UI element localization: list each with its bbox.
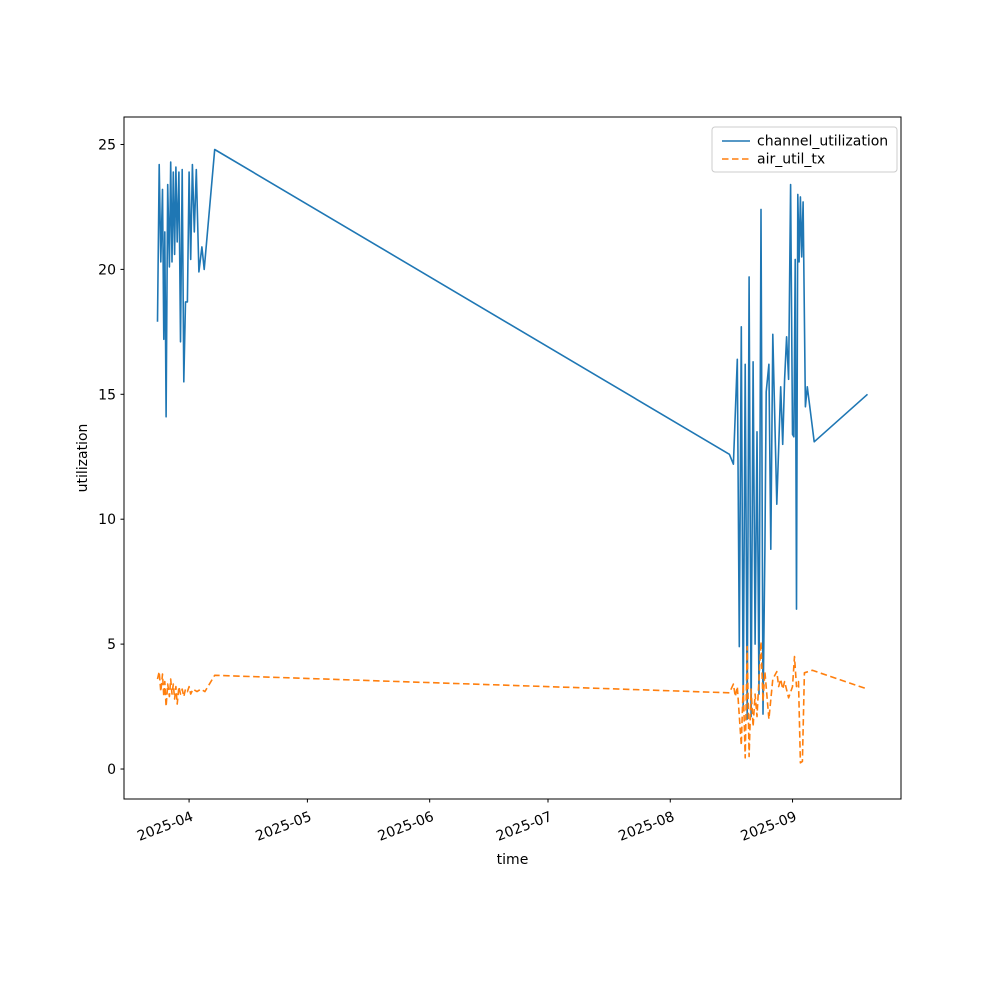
- x-tick-label: 2025-07: [494, 809, 554, 845]
- y-axis-label: utilization: [75, 424, 91, 493]
- x-tick-label: 2025-09: [739, 809, 799, 845]
- y-tick-label: 25: [98, 137, 116, 153]
- x-tick-label: 2025-05: [253, 809, 313, 845]
- legend-label-air_util_tx: air_util_tx: [757, 152, 825, 168]
- legend-label-channel_utilization: channel_utilization: [757, 134, 888, 150]
- y-tick-label: 20: [98, 262, 116, 278]
- legend-box: [711, 126, 898, 173]
- x-axis-label: time: [497, 852, 529, 868]
- x-tick-label: 2025-08: [616, 809, 676, 845]
- y-tick-label: 0: [107, 762, 116, 778]
- x-tick-label: 2025-06: [376, 809, 436, 845]
- y-tick-label: 10: [98, 512, 116, 528]
- y-tick-label: 5: [107, 637, 116, 653]
- legend: channel_utilization air_util_tx: [711, 126, 898, 173]
- series-line-channel_utilization: [156, 148, 869, 720]
- plot-border: [123, 116, 902, 800]
- x-tick-label: 2025-04: [135, 809, 195, 845]
- series-line-air_util_tx: [156, 640, 868, 764]
- y-tick-label: 15: [98, 387, 116, 403]
